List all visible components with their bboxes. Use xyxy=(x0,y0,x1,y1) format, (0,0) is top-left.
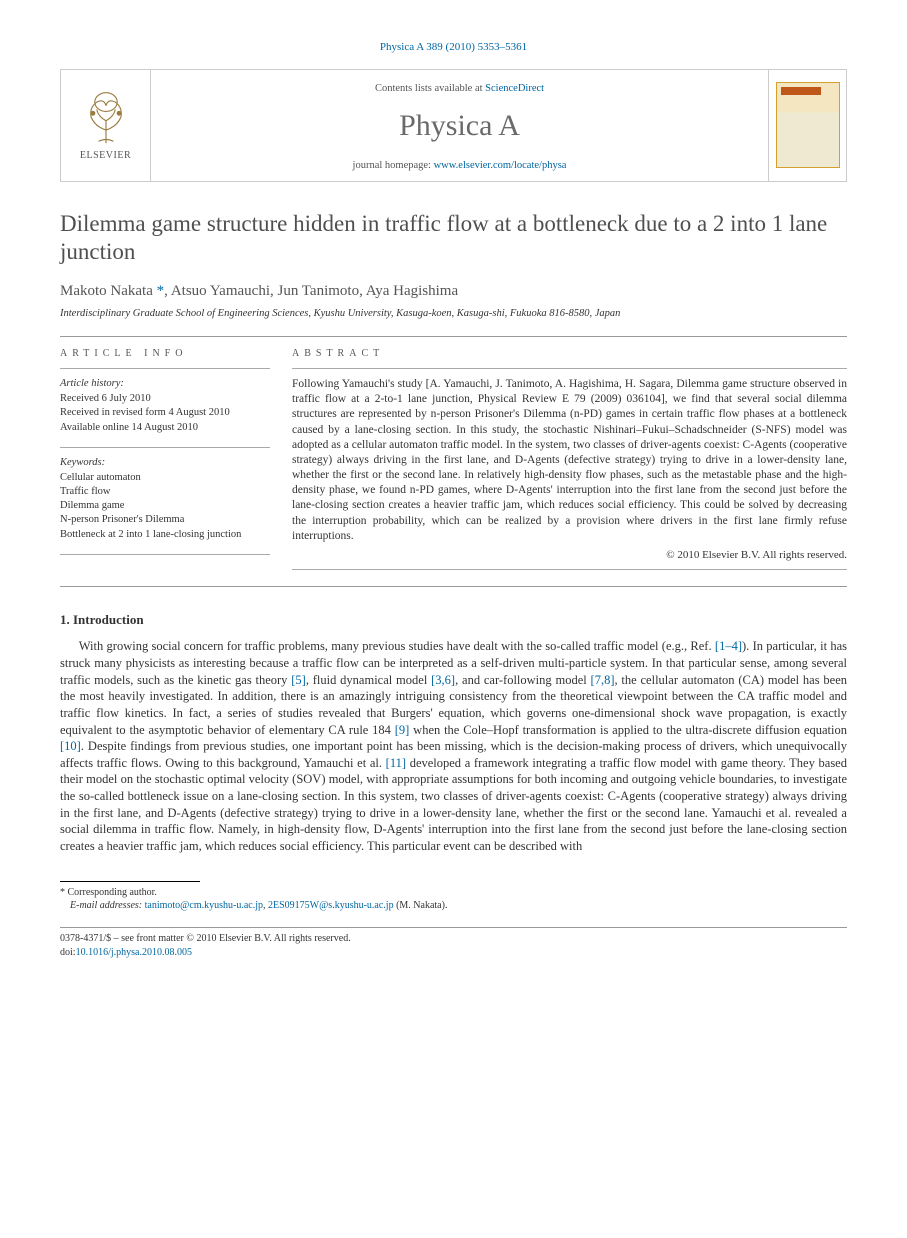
intro-text: when the Cole–Hopf transformation is app… xyxy=(409,723,847,737)
article-info-heading: ARTICLE INFO xyxy=(60,347,270,361)
bottom-divider xyxy=(60,927,847,928)
introduction-paragraph: With growing social concern for traffic … xyxy=(60,638,847,854)
email-label: E-mail addresses: xyxy=(70,900,142,911)
intro-text: With growing social concern for traffic … xyxy=(79,639,715,653)
homepage-link[interactable]: www.elsevier.com/locate/physa xyxy=(434,160,567,171)
ref-link[interactable]: [11] xyxy=(386,756,406,770)
header-center: Contents lists available at ScienceDirec… xyxy=(151,70,768,181)
introduction-heading: 1. Introduction xyxy=(60,611,847,629)
abstract-divider xyxy=(292,569,847,570)
article-history: Article history: Received 6 July 2010 Re… xyxy=(60,377,270,435)
info-abstract-row: ARTICLE INFO Article history: Received 6… xyxy=(60,347,847,578)
divider xyxy=(60,336,847,337)
email-link[interactable]: tanimoto@cm.kyushu-u.ac.jp xyxy=(145,900,263,911)
affiliation: Interdisciplinary Graduate School of Eng… xyxy=(60,307,847,321)
journal-cover-thumbnail xyxy=(776,82,840,168)
corresponding-author-footnote: * Corresponding author. E-mail addresses… xyxy=(60,886,847,913)
top-citation: Physica A 389 (2010) 5353–5361 xyxy=(60,40,847,55)
doi-line: doi:10.1016/j.physa.2010.08.005 xyxy=(60,946,847,960)
abstract-heading: ABSTRACT xyxy=(292,347,847,361)
abstract-copyright: © 2010 Elsevier B.V. All rights reserved… xyxy=(292,548,847,563)
homepage-line: journal homepage: www.elsevier.com/locat… xyxy=(159,159,760,173)
intro-text: , and car-following model xyxy=(455,673,590,687)
authors-rest: , Atsuo Yamauchi, Jun Tanimoto, Aya Hagi… xyxy=(164,283,458,299)
elsevier-tree-icon xyxy=(78,89,134,145)
keywords-block: Keywords: Cellular automaton Traffic flo… xyxy=(60,456,270,542)
corresponding-marker: * xyxy=(153,283,164,299)
ref-link[interactable]: [5] xyxy=(291,673,306,687)
article-title: Dilemma game structure hidden in traffic… xyxy=(60,210,847,268)
history-line: Received in revised form 4 August 2010 xyxy=(60,406,270,420)
sciencedirect-link[interactable]: ScienceDirect xyxy=(485,83,544,94)
homepage-prefix: journal homepage: xyxy=(353,160,434,171)
history-line: Available online 14 August 2010 xyxy=(60,421,270,435)
intro-text: developed a framework integrating a traf… xyxy=(60,756,847,853)
ref-link[interactable]: [9] xyxy=(395,723,410,737)
abstract-column: ABSTRACT Following Yamauchi's study [A. … xyxy=(292,347,847,578)
cover-thumbnail-cell xyxy=(768,70,846,181)
email-link[interactable]: 2ES09175W@s.kyushu-u.ac.jp xyxy=(268,900,394,911)
info-divider xyxy=(60,447,270,448)
journal-header: ELSEVIER Contents lists available at Sci… xyxy=(60,69,847,182)
email-line: E-mail addresses: tanimoto@cm.kyushu-u.a… xyxy=(60,899,847,913)
doi-label: doi: xyxy=(60,947,76,958)
authors-text: Makoto Nakata xyxy=(60,283,153,299)
abstract-text: Following Yamauchi's study [A. Yamauchi,… xyxy=(292,377,847,544)
keyword: Cellular automaton xyxy=(60,471,270,485)
corresponding-label: * Corresponding author. xyxy=(60,886,847,900)
contents-prefix: Contents lists available at xyxy=(375,83,485,94)
info-divider xyxy=(60,554,270,555)
ref-link[interactable]: [10] xyxy=(60,739,81,753)
keyword: Traffic flow xyxy=(60,485,270,499)
publisher-logo-cell: ELSEVIER xyxy=(61,70,151,181)
ref-link[interactable]: [3,6] xyxy=(431,673,455,687)
history-heading: Article history: xyxy=(60,377,270,391)
article-info-column: ARTICLE INFO Article history: Received 6… xyxy=(60,347,270,578)
info-divider xyxy=(60,368,270,369)
front-matter: 0378-4371/$ – see front matter © 2010 El… xyxy=(60,932,847,960)
divider xyxy=(60,586,847,587)
author-list: Makoto Nakata *, Atsuo Yamauchi, Jun Tan… xyxy=(60,281,847,301)
doi-link[interactable]: 10.1016/j.physa.2010.08.005 xyxy=(76,947,192,958)
keyword: Bottleneck at 2 into 1 lane-closing junc… xyxy=(60,528,270,542)
contents-available-line: Contents lists available at ScienceDirec… xyxy=(159,82,760,96)
email-suffix: (M. Nakata). xyxy=(394,900,448,911)
front-matter-line: 0378-4371/$ – see front matter © 2010 El… xyxy=(60,932,847,946)
keyword: Dilemma game xyxy=(60,499,270,513)
keyword: N-person Prisoner's Dilemma xyxy=(60,513,270,527)
footnote-divider xyxy=(60,881,200,882)
intro-text: , fluid dynamical model xyxy=(306,673,431,687)
journal-title: Physica A xyxy=(159,106,760,147)
publisher-name: ELSEVIER xyxy=(80,149,131,163)
keywords-heading: Keywords: xyxy=(60,456,270,470)
ref-link[interactable]: [1–4] xyxy=(715,639,742,653)
ref-link[interactable]: [7,8] xyxy=(591,673,615,687)
abstract-divider xyxy=(292,368,847,369)
history-line: Received 6 July 2010 xyxy=(60,392,270,406)
